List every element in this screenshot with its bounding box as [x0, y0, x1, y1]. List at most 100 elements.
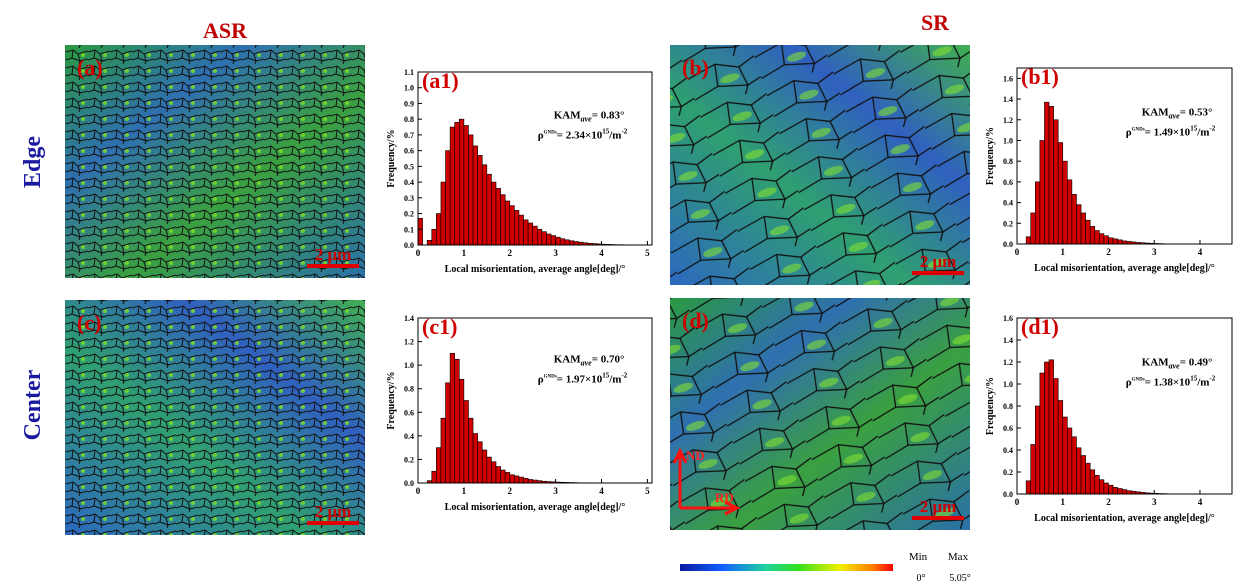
y-tick-label: 0.0 [1003, 490, 1013, 499]
bar [514, 210, 520, 246]
bar [458, 118, 465, 246]
bar [504, 200, 511, 246]
kam-text: KAM [1142, 357, 1170, 369]
x-axis-label: Local misorientation, average angle[deg]… [1034, 263, 1215, 274]
y-tick-label: 1.2 [1003, 358, 1013, 367]
bar [426, 239, 433, 246]
x-tick-label: 4 [1198, 497, 1203, 507]
bar [555, 236, 561, 246]
colorbar-label: 5.05° [949, 573, 971, 584]
y-tick-label: 0.6 [404, 147, 414, 156]
bar [463, 400, 469, 484]
bar [1062, 160, 1068, 245]
axis-label: ND [686, 448, 705, 463]
bar [1034, 181, 1041, 245]
kam-value: = 0.83° [592, 110, 625, 122]
axis-label: RD [715, 490, 734, 505]
rho-unit: /m [608, 374, 621, 386]
colorbar [680, 564, 893, 571]
bar [514, 475, 520, 484]
bar [468, 417, 474, 484]
bar [1039, 140, 1045, 245]
y-tick-label: 1.0 [1003, 136, 1013, 145]
y-tick-label: 1.4 [1003, 95, 1013, 104]
bar [559, 238, 566, 246]
grain-boundaries [670, 298, 970, 530]
rho-text: ρ [1126, 377, 1132, 389]
scale-label: 2 μm [920, 252, 957, 271]
y-tick-label: 1.0 [404, 361, 414, 370]
x-tick-label: 3 [553, 486, 558, 496]
bar [527, 479, 534, 484]
bar [546, 233, 552, 246]
image-label: (a) [77, 55, 103, 80]
bar [1053, 119, 1059, 245]
rho-text: ρ [538, 374, 544, 386]
bar [569, 240, 575, 246]
x-tick-label: 4 [599, 248, 604, 258]
y-tick-label: 0.4 [1003, 199, 1013, 208]
bar [481, 164, 488, 246]
bar [431, 228, 437, 246]
bar [504, 472, 511, 484]
y-tick-label: 0.9 [404, 99, 414, 108]
x-tick-label: 3 [1152, 247, 1157, 257]
y-tick-label: 1.2 [1003, 116, 1013, 125]
rho-annotation: ρGNDs= 2.34×1015/m-2 [538, 128, 628, 142]
y-tick-label: 1.4 [404, 314, 414, 323]
y-tick-label: 1.2 [404, 338, 414, 347]
bar [1044, 361, 1050, 495]
rho-unit-exponent: -2 [1209, 125, 1215, 133]
y-axis-label: Frequency/% [985, 127, 996, 185]
y-tick-label: 0.8 [1003, 402, 1013, 411]
bar [445, 382, 451, 484]
bar [1117, 239, 1123, 245]
y-tick-label: 0.6 [1003, 424, 1013, 433]
x-tick-label: 0 [1015, 497, 1020, 507]
y-axis-label: Frequency/% [386, 129, 397, 187]
bar [1108, 484, 1114, 495]
y-tick-label: 0.5 [404, 162, 414, 171]
x-axis-label: Local misorientation, average angle[deg]… [445, 264, 626, 275]
bar [1085, 462, 1091, 495]
rho-superscript: GNDs [544, 375, 557, 380]
y-axis-label: Frequency/% [386, 371, 397, 429]
y-tick-label: 0.3 [404, 194, 414, 203]
rho-unit: /m [608, 130, 621, 142]
kam-text: KAM [554, 110, 582, 122]
x-axis-label: Local misorientation, average angle[deg]… [1034, 513, 1215, 524]
x-tick-label: 0 [416, 486, 421, 496]
bar [463, 125, 469, 246]
rho-exponent: 15 [1190, 125, 1198, 133]
bar [477, 155, 483, 246]
y-axis-label: Frequency/% [985, 377, 996, 435]
bar [1057, 400, 1064, 495]
bar [573, 241, 579, 246]
bar [491, 181, 497, 246]
y-tick-label: 0.6 [404, 408, 414, 417]
kam-text: KAM [554, 354, 582, 366]
bar [527, 222, 534, 246]
grain-boundaries [670, 45, 970, 285]
bar [1099, 479, 1105, 495]
rho-annotation: ρGNDs= 1.38×1015/m-2 [1126, 375, 1216, 389]
kam-annotation: KAMave= 0.70° [554, 354, 625, 368]
y-tick-label: 0.4 [1003, 446, 1013, 455]
y-tick-label: 1.6 [1003, 74, 1013, 83]
kam-value: = 0.53° [1180, 107, 1213, 119]
rho-annotation: ρGNDs= 1.49×1015/m-2 [1126, 125, 1216, 139]
bar [481, 449, 488, 484]
bar [445, 150, 451, 246]
y-tick-label: 0.8 [404, 115, 414, 124]
kam-subscript: ave [1169, 112, 1181, 121]
bar [440, 417, 446, 484]
image-label: (d) [682, 308, 709, 333]
rho-value: = 1.97×10 [557, 374, 603, 386]
y-tick-label: 0.4 [404, 178, 414, 187]
bar [417, 217, 423, 246]
x-tick-label: 5 [645, 248, 650, 258]
bar [518, 214, 524, 246]
y-tick-label: 0.2 [404, 455, 414, 464]
y-tick-label: 0.4 [404, 432, 414, 441]
x-tick-label: 3 [1152, 497, 1157, 507]
